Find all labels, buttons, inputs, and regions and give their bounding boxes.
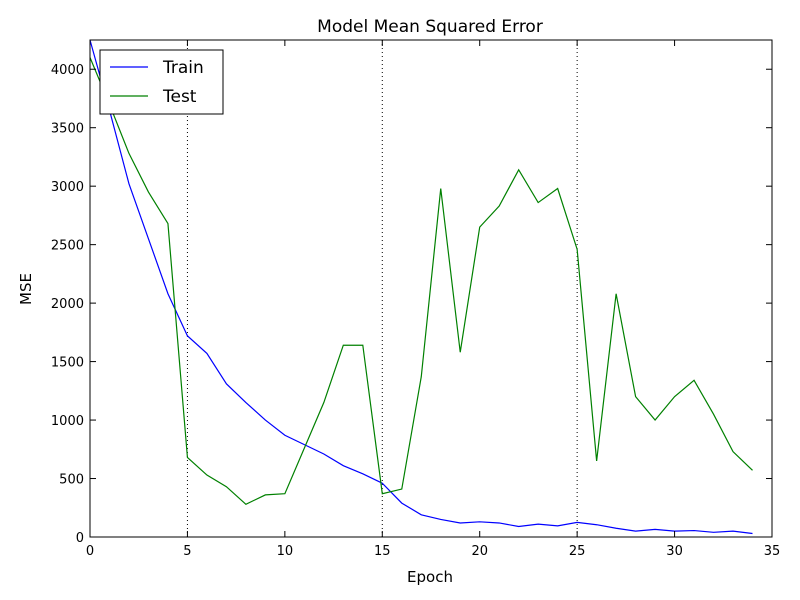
series-line-test xyxy=(89,57,753,505)
y-tick-label: 3500 xyxy=(51,122,84,137)
y-tick-label: 3000 xyxy=(51,180,84,195)
x-axis-ticks: 0 5 10 15 20 25 30 35 xyxy=(86,40,780,559)
y-axis-label: MSE xyxy=(17,273,35,305)
y-tick-label: 500 xyxy=(59,473,84,488)
x-axis-label: Epoch xyxy=(407,568,453,586)
y-tick-label: 0 xyxy=(76,531,84,546)
x-tick-label: 15 xyxy=(374,544,391,559)
legend-label-train: Train xyxy=(162,58,204,78)
x-tick-label: 35 xyxy=(764,544,781,559)
chart-title: Model Mean Squared Error xyxy=(317,17,543,37)
y-tick-label: 4000 xyxy=(51,63,84,78)
y-tick-label: 1000 xyxy=(51,414,84,429)
x-tick-label: 20 xyxy=(471,544,488,559)
x-tick-label: 0 xyxy=(86,544,94,559)
y-tick-label: 1500 xyxy=(51,356,84,371)
series-layer xyxy=(89,39,753,535)
y-tick-label: 2500 xyxy=(51,239,84,254)
legend: Train Test xyxy=(99,49,224,115)
x-tick-label: 25 xyxy=(569,544,586,559)
series-line-train xyxy=(89,39,753,535)
y-axis-ticks: 0 500 1000 1500 2000 2500 3000 3500 4000 xyxy=(51,63,772,546)
x-tick-label: 30 xyxy=(666,544,683,559)
x-tick-label: 5 xyxy=(183,544,191,559)
x-tick-label: 10 xyxy=(277,544,294,559)
legend-label-test: Test xyxy=(162,87,197,107)
y-tick-label: 2000 xyxy=(51,297,84,312)
vertical-marker-lines xyxy=(186,40,578,537)
legend-box xyxy=(99,49,224,115)
plot-frame xyxy=(89,39,773,538)
